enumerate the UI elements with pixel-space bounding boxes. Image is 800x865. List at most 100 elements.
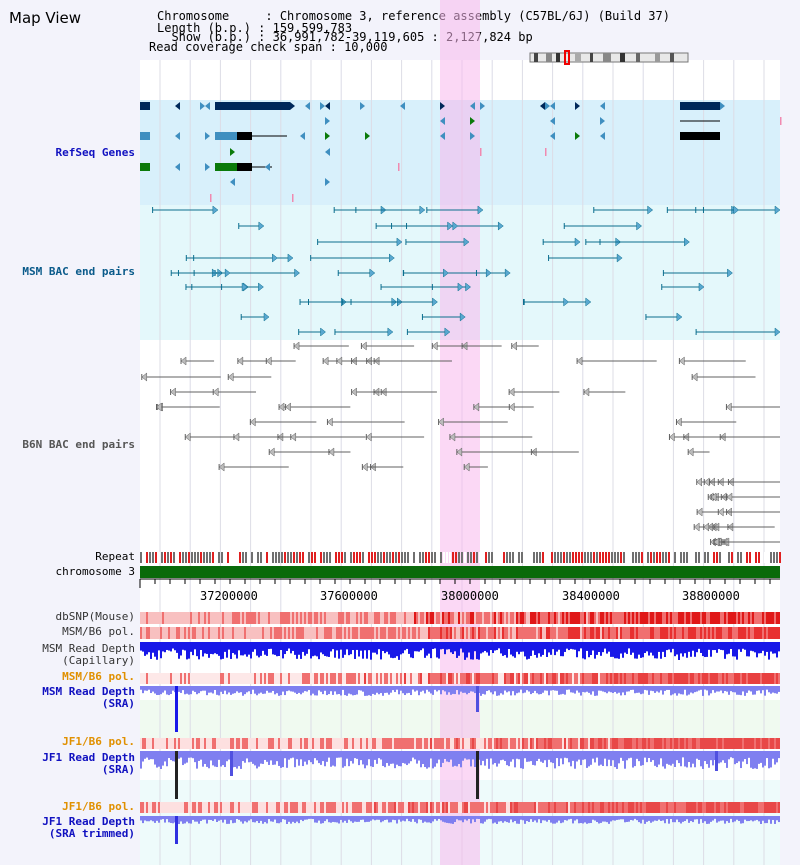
polymorphism-cell	[412, 673, 414, 684]
read-depth-bar	[502, 751, 504, 760]
read-depth-bar	[288, 816, 290, 822]
polymorphism-cell	[506, 802, 508, 813]
coverage-span-line: Read coverage check span : 10,000	[149, 40, 388, 54]
polymorphism-cell	[510, 627, 512, 639]
snp-density-cell	[602, 612, 604, 624]
gene-arrow	[265, 163, 270, 171]
polymorphism-cell	[664, 802, 666, 813]
read-depth-bar	[490, 816, 492, 820]
polymorphism-cell	[234, 627, 236, 639]
polymorphism-cell	[318, 802, 320, 813]
polymorphism-cell	[514, 738, 516, 749]
polymorphism-cell	[266, 627, 268, 639]
read-depth-bar	[320, 686, 322, 692]
read-depth-bar	[730, 686, 732, 692]
read-depth-bar	[712, 816, 714, 821]
snp-density-cell	[596, 612, 598, 624]
read-depth-bar	[360, 751, 362, 761]
polymorphism-cell	[778, 738, 780, 749]
polymorphism-cell	[742, 627, 744, 639]
snp-density-cell	[160, 612, 162, 624]
polymorphism-cell	[746, 738, 748, 749]
read-depth-bar	[260, 751, 262, 764]
read-depth-bar	[600, 751, 602, 765]
b6n-bac-arrow	[351, 387, 357, 397]
snp-density-cell	[626, 612, 628, 624]
polymorphism-cell	[528, 627, 530, 639]
polymorphism-cell	[260, 802, 262, 813]
snp-density-cell	[650, 612, 652, 624]
polymorphism-cell	[194, 802, 196, 813]
polymorphism-cell	[454, 802, 456, 813]
repeat-element	[410, 552, 412, 563]
polymorphism-cell	[494, 627, 496, 639]
read-depth-bar	[594, 642, 596, 659]
read-depth-bar	[724, 816, 726, 824]
read-depth-bar	[382, 751, 384, 766]
read-depth-bar	[232, 686, 234, 694]
polymorphism-cell	[732, 627, 734, 639]
polymorphism-cell	[618, 738, 620, 749]
polymorphism-cell	[272, 738, 274, 749]
polymorphism-cell	[274, 673, 276, 684]
polymorphism-cell	[298, 802, 300, 813]
polymorphism-cell	[388, 627, 390, 639]
read-depth-bar	[614, 816, 616, 821]
snp-density-cell	[352, 612, 354, 624]
polymorphism-cell	[378, 627, 380, 639]
read-depth-bar	[450, 642, 452, 653]
read-depth-bar	[324, 686, 326, 691]
read-depth-bar	[680, 686, 682, 695]
read-depth-bar	[156, 816, 158, 821]
read-depth-bar	[718, 642, 720, 650]
read-depth-bar	[424, 642, 426, 658]
polymorphism-cell	[198, 802, 200, 813]
snp-density-cell	[270, 612, 272, 624]
snp-density-cell	[370, 612, 372, 624]
read-depth-bar	[776, 816, 778, 821]
read-depth-bar	[642, 816, 644, 820]
polymorphism-cell	[492, 802, 494, 813]
polymorphism-cell	[738, 627, 740, 639]
ideogram-band	[670, 53, 674, 62]
polymorphism-cell	[208, 802, 210, 813]
polymorphism-cell	[630, 673, 632, 684]
read-depth-bar	[444, 686, 446, 692]
read-depth-bar	[334, 642, 336, 658]
polymorphism-cell	[606, 627, 608, 639]
repeat-element	[542, 552, 544, 563]
b6n-bac-arrow	[293, 341, 300, 351]
polymorphism-cell	[230, 627, 232, 639]
read-depth-bar	[422, 816, 424, 823]
polymorphism-cell	[708, 627, 710, 639]
read-depth-bar	[572, 751, 574, 761]
read-depth-bar	[712, 686, 714, 691]
polymorphism-cell	[550, 802, 552, 813]
polymorphism-cell	[394, 673, 396, 684]
polymorphism-cell	[622, 738, 624, 749]
read-depth-bar	[364, 686, 366, 696]
read-depth-bar	[318, 642, 320, 660]
read-depth-bar	[326, 686, 328, 696]
polymorphism-cell	[688, 802, 690, 813]
read-depth-bar	[324, 816, 326, 822]
read-depth-bar	[280, 642, 282, 651]
polymorphism-cell	[352, 802, 354, 813]
polymorphism-cell	[580, 802, 582, 813]
polymorphism-cell	[770, 673, 772, 684]
snp-density-cell	[240, 612, 242, 624]
polymorphism-cell	[588, 627, 590, 639]
polymorphism-cell	[698, 673, 700, 684]
read-depth-bar	[700, 686, 702, 690]
polymorphism-cell	[156, 673, 158, 684]
repeat-element	[191, 552, 193, 563]
read-depth-bar	[358, 816, 360, 822]
repeat-element	[392, 552, 394, 563]
read-depth-bar	[282, 751, 284, 768]
read-depth-bar	[586, 686, 588, 692]
repeat-element	[515, 552, 517, 563]
snp-density-cell	[642, 612, 644, 624]
polymorphism-cell	[438, 802, 440, 813]
polymorphism-cell	[588, 673, 590, 684]
